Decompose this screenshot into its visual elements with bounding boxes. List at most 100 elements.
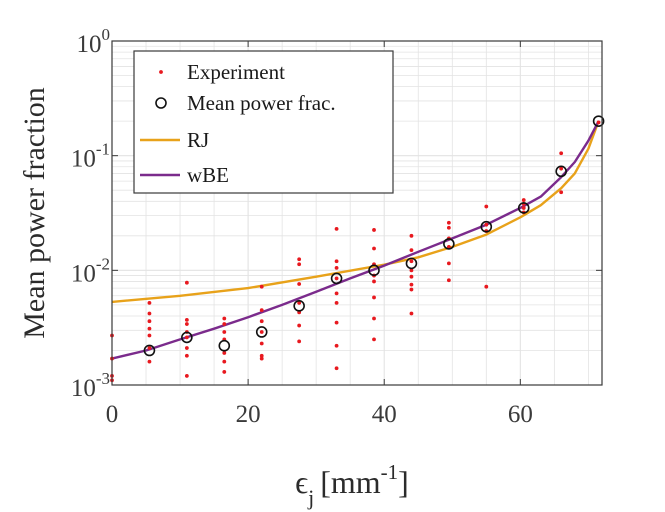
legend-rj-label: RJ	[187, 128, 209, 152]
experiment-point	[521, 198, 526, 202]
experiment-point	[259, 308, 264, 312]
experiment-point	[372, 295, 376, 300]
x-tick-labels: 0 20 40 60	[106, 401, 533, 428]
experiment-point	[372, 316, 376, 321]
experiment-point	[222, 370, 227, 374]
x-tick-label: 20	[236, 401, 261, 428]
axis-ticks	[111, 40, 602, 386]
experiment-point	[184, 374, 189, 378]
experiment-point	[297, 300, 302, 305]
mean-point	[293, 300, 305, 312]
experiment-point	[484, 204, 489, 209]
experiment-point	[184, 335, 189, 340]
experiment-point	[484, 284, 489, 289]
mean-point	[517, 202, 530, 214]
experiment-point	[147, 300, 152, 305]
experiment-point	[222, 322, 227, 326]
experiment-point	[259, 284, 264, 289]
experiment-point	[259, 353, 264, 358]
experiment-point	[559, 166, 564, 171]
mean-point	[330, 272, 343, 285]
experiment-point	[446, 245, 451, 249]
experiment-point	[372, 279, 376, 284]
mean-point	[405, 257, 418, 270]
experiment-point	[334, 291, 339, 296]
mean-point	[218, 339, 231, 352]
experiment-point	[409, 233, 414, 238]
experiment-point	[297, 262, 302, 267]
experiment-point	[297, 282, 302, 286]
y-tick-label: 10-3	[71, 369, 110, 402]
experiment-point	[222, 330, 227, 334]
experiment-point	[222, 351, 227, 355]
legend-box	[133, 50, 394, 194]
experiment-point	[334, 266, 339, 270]
experiment-point	[147, 333, 152, 338]
experiment-point	[596, 120, 601, 125]
experiment-point	[484, 222, 489, 227]
experiment-point	[147, 311, 152, 316]
legend-experiment-label: Experiment	[187, 60, 285, 84]
experiment-point	[184, 322, 189, 326]
experiment-point	[147, 359, 152, 364]
y-tick-label: 100	[77, 25, 111, 58]
experiment-point	[446, 225, 451, 230]
legend: Experiment Mean power frac. RJ wBE	[133, 50, 394, 194]
series-line-rj	[111, 120, 600, 304]
experiment-point	[147, 346, 152, 350]
experiment-point	[147, 319, 152, 324]
experiment-point	[184, 346, 189, 350]
experiment-point	[334, 276, 339, 281]
mean-point	[181, 331, 193, 344]
experiment-point	[409, 311, 414, 316]
x-axis-label: ϵj [mm-1]	[295, 460, 409, 510]
mean-point	[592, 115, 605, 127]
experiment-point	[222, 316, 227, 321]
mean-point	[480, 220, 493, 233]
y-tick-label: 10-2	[71, 254, 110, 287]
mean-points	[143, 115, 605, 357]
experiment-point	[184, 317, 189, 322]
experiment-point	[297, 257, 302, 262]
experiment-point	[259, 341, 264, 346]
experiment-point	[184, 353, 189, 358]
experiment-point	[409, 248, 414, 253]
plot-frame	[111, 40, 603, 386]
mean-point	[368, 264, 380, 277]
experiment-point	[559, 190, 564, 195]
legend-mean-label: Mean power frac.	[187, 91, 336, 115]
experiment-point	[409, 274, 414, 279]
experiment-point	[259, 330, 264, 334]
experiment-point	[259, 356, 264, 361]
experiment-point	[147, 326, 152, 331]
mean-point	[555, 165, 567, 178]
x-tick-label: 60	[508, 401, 533, 428]
experiment-point	[372, 246, 376, 251]
x-tick-label: 0	[106, 401, 119, 428]
experiment-point	[297, 339, 302, 344]
experiment-point	[446, 278, 451, 283]
experiment-point	[372, 228, 376, 232]
experiment-point	[334, 300, 339, 305]
experiment-point	[521, 206, 526, 210]
experiment-point	[334, 226, 339, 231]
series-line-wbe	[111, 120, 600, 360]
experiment-point	[409, 282, 414, 287]
experiment-point	[334, 343, 339, 348]
mean-point	[255, 326, 268, 338]
experiment-point	[446, 220, 451, 225]
experiment-point	[222, 359, 227, 364]
legend-mean-marker	[155, 97, 167, 109]
legend-wbe-label: wBE	[187, 163, 229, 187]
series-lines	[111, 120, 600, 360]
mean-point	[143, 344, 156, 357]
x-tick-label: 40	[372, 401, 397, 428]
experiment-point	[334, 366, 339, 371]
experiment-point	[446, 261, 451, 266]
experiment-point	[259, 319, 264, 324]
experiment-point	[409, 287, 414, 292]
y-tick-labels: 10-3 10-2 10-1 100	[71, 25, 110, 402]
experiment-point	[184, 280, 189, 285]
y-axis-label: Mean power fraction	[18, 87, 51, 339]
